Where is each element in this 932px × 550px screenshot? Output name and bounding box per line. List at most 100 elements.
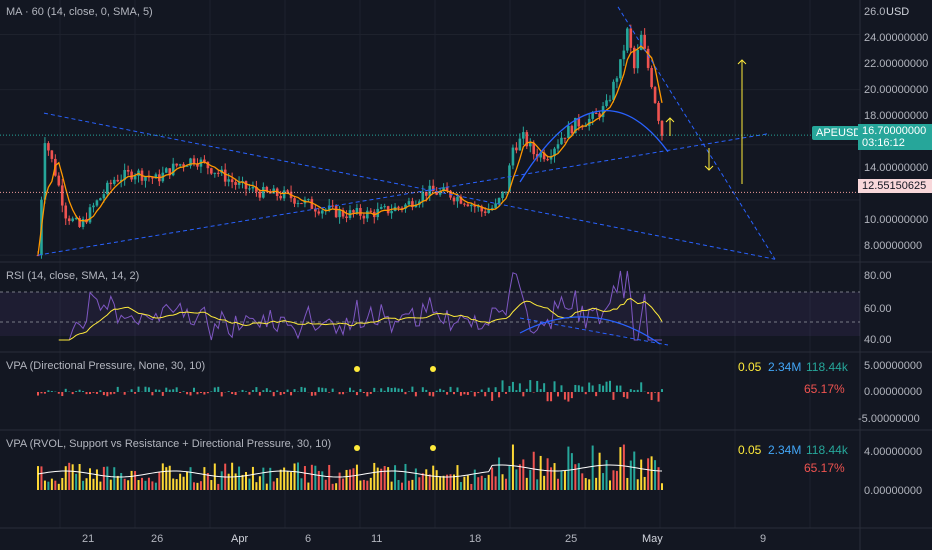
candle-body bbox=[237, 182, 241, 185]
volume-bar bbox=[584, 478, 587, 490]
volume-bar bbox=[449, 474, 452, 490]
vpa-pressure-bar bbox=[144, 386, 147, 392]
candle-body bbox=[594, 113, 598, 115]
volume-bar bbox=[609, 480, 611, 490]
vpa1-pane-label: VPA (Directional Pressure, None, 30, 10) bbox=[6, 360, 206, 372]
candle-body bbox=[522, 132, 525, 139]
candle-body bbox=[154, 174, 158, 179]
vpa-pressure-bar bbox=[189, 392, 192, 396]
volume-bar bbox=[231, 462, 234, 490]
volume-bar bbox=[484, 478, 487, 490]
vpa-pressure-bar bbox=[175, 387, 178, 392]
volume-bar bbox=[612, 470, 615, 490]
volume-bar bbox=[491, 467, 494, 490]
candle-body bbox=[501, 191, 504, 199]
vpa-pressure-bar bbox=[241, 389, 244, 392]
price-tick: 24.00000000 bbox=[864, 32, 929, 44]
candle-body bbox=[400, 207, 404, 209]
candle-body bbox=[265, 186, 269, 192]
volume-bar bbox=[47, 481, 50, 490]
volume-bar bbox=[442, 475, 445, 490]
candle-body bbox=[643, 34, 646, 49]
vpa-pressure-bar bbox=[505, 392, 507, 394]
volume-bar bbox=[619, 447, 622, 490]
vpa-pressure-bar bbox=[310, 392, 313, 396]
vpa-pressure-bar bbox=[456, 387, 459, 392]
vpa-pressure-bar bbox=[40, 392, 43, 394]
candle-body bbox=[435, 191, 438, 195]
candle-body bbox=[334, 205, 338, 218]
volume-bar bbox=[557, 478, 559, 490]
volume-bar bbox=[331, 483, 334, 490]
vpa-pressure-bar bbox=[193, 387, 195, 392]
vpa-pressure-bar bbox=[134, 392, 137, 394]
volume-bar bbox=[633, 451, 636, 490]
vpa-pressure-bar bbox=[165, 387, 168, 392]
vpa1-value-4: 65.17% bbox=[804, 382, 845, 396]
price-tick: 10.00000000 bbox=[864, 214, 929, 226]
candle-body bbox=[411, 201, 414, 208]
candle-body bbox=[515, 147, 518, 151]
volume-bar bbox=[369, 477, 372, 490]
vpa-pressure-bar bbox=[428, 392, 431, 396]
volume-bar bbox=[116, 475, 119, 490]
candle-body bbox=[307, 199, 310, 201]
vpa1-value-1: 0.05 bbox=[738, 360, 762, 374]
volume-bar bbox=[265, 483, 268, 490]
vpa-pressure-bar bbox=[581, 386, 584, 392]
volume-bar bbox=[567, 446, 570, 490]
candle-body bbox=[612, 81, 615, 100]
volume-bar bbox=[68, 462, 71, 490]
volume-bar bbox=[54, 480, 57, 490]
volume-bar bbox=[203, 467, 206, 490]
volume-bar bbox=[647, 458, 650, 490]
candle-body bbox=[320, 210, 324, 214]
volume-bar bbox=[106, 466, 109, 490]
volume-bar bbox=[241, 474, 244, 490]
volume-bar bbox=[279, 469, 282, 490]
vpa-pressure-bar bbox=[466, 392, 469, 395]
candle-body bbox=[428, 185, 432, 196]
vpa-pressure-bar bbox=[349, 387, 351, 392]
volume-bar bbox=[414, 468, 417, 490]
vpa-signal-dot bbox=[430, 366, 436, 372]
vpa-pressure-bar bbox=[442, 390, 445, 392]
vpa1-tick: 5.00000000 bbox=[864, 360, 923, 372]
vpa2-value-1: 0.05 bbox=[738, 443, 762, 457]
candle-body bbox=[546, 159, 549, 161]
candle-body bbox=[539, 152, 542, 158]
vpa-pressure-bar bbox=[432, 392, 435, 397]
candle-body bbox=[598, 113, 601, 117]
candle-body bbox=[369, 210, 373, 212]
vpa-pressure-bar bbox=[435, 390, 438, 392]
volume-bar bbox=[168, 465, 171, 490]
volume-bar bbox=[463, 476, 466, 490]
volume-bar bbox=[321, 471, 324, 490]
price-tick: 8.00000000 bbox=[864, 240, 923, 252]
candle-body bbox=[106, 182, 109, 195]
price-tick: 14.00000000 bbox=[864, 162, 929, 174]
volume-bar bbox=[640, 459, 643, 490]
candle-body bbox=[438, 190, 442, 195]
candle-body bbox=[230, 179, 234, 183]
currency-label[interactable]: USD bbox=[886, 6, 910, 18]
volume-bar bbox=[82, 480, 85, 490]
candle-body bbox=[78, 218, 81, 227]
candle-body bbox=[404, 204, 407, 209]
time-tick: 18 bbox=[469, 533, 482, 545]
candle-body bbox=[130, 171, 133, 180]
candle-body bbox=[657, 102, 660, 121]
vpa-pressure-bar bbox=[321, 387, 324, 392]
vpa-pressure-bar bbox=[494, 387, 497, 392]
volume-bar bbox=[269, 467, 272, 490]
candle-body bbox=[553, 148, 556, 157]
vpa-pressure-bar bbox=[130, 389, 133, 392]
vpa-pressure-bar bbox=[522, 392, 525, 397]
volume-bar bbox=[141, 477, 143, 490]
vpa-pressure-bar bbox=[570, 392, 573, 399]
volume-bar bbox=[64, 466, 67, 490]
vpa-pressure-bar bbox=[508, 386, 511, 392]
vpa-pressure-bar bbox=[82, 391, 85, 392]
candle-body bbox=[494, 203, 497, 208]
